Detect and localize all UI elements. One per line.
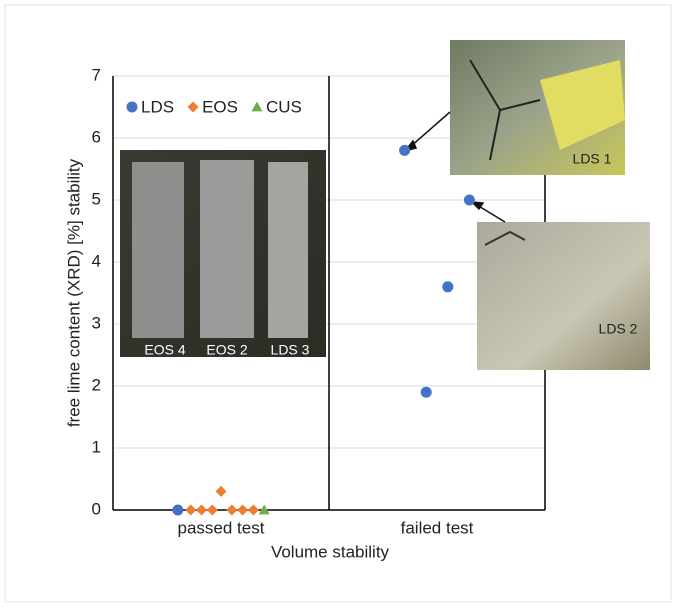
point — [216, 486, 227, 497]
y-tick-label: 3 — [92, 313, 101, 332]
y-tick-label: 4 — [92, 251, 101, 270]
point — [172, 505, 183, 516]
point — [207, 505, 218, 516]
y-tick-label: 0 — [92, 499, 101, 518]
legend-marker — [188, 102, 199, 113]
point — [442, 281, 453, 292]
y-tick-label: 1 — [92, 437, 101, 456]
point — [185, 505, 196, 516]
x-axis-title: Volume stability — [271, 542, 390, 561]
legend-marker — [251, 102, 262, 112]
y-tick-label: 5 — [92, 189, 101, 208]
photo-label: LDS 3 — [271, 342, 310, 358]
point — [196, 505, 207, 516]
photo-lds1: LDS 1 — [450, 40, 625, 175]
photo-lds2: LDS 2 — [477, 222, 650, 370]
legend-label: CUS — [266, 97, 302, 116]
point — [237, 505, 248, 516]
y-tick-label: 6 — [92, 127, 101, 146]
x-tick-label: passed test — [178, 518, 265, 537]
legend-label: LDS — [141, 97, 174, 116]
point — [226, 505, 237, 516]
legend-marker — [127, 102, 138, 113]
y-axis-title: free lime content (XRD) [%] stability — [64, 158, 83, 427]
point — [248, 505, 259, 516]
x-tick-label: failed test — [401, 518, 474, 537]
photo-label: EOS 2 — [206, 342, 247, 358]
chart: 01234567passed testfailed testLDSEOSCUS … — [0, 0, 676, 607]
photo-label: LDS 1 — [573, 151, 612, 167]
point — [421, 387, 432, 398]
y-tick-label: 2 — [92, 375, 101, 394]
photo-label: EOS 4 — [144, 342, 185, 358]
point — [399, 145, 410, 156]
y-tick-label: 7 — [92, 65, 101, 84]
legend-label: EOS — [202, 97, 238, 116]
point — [464, 195, 475, 206]
photo-columns: EOS 4 EOS 2 LDS 3 — [120, 150, 326, 358]
photo-label: LDS 2 — [599, 321, 638, 337]
